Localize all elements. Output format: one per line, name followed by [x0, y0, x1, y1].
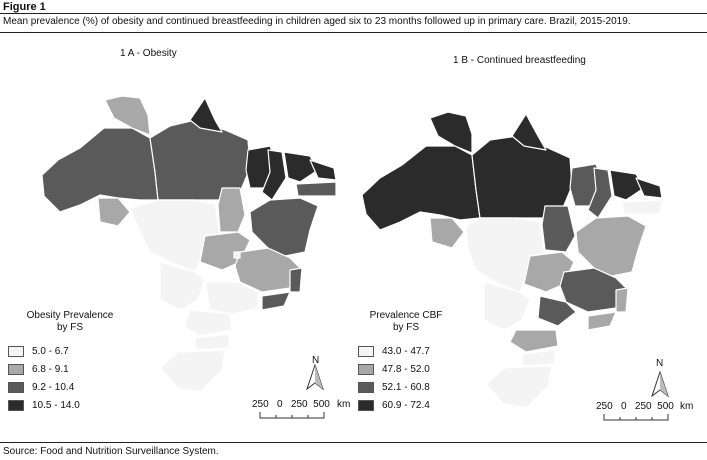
state-df — [233, 251, 241, 259]
state-santa-catarina — [521, 349, 557, 367]
state-rio-grande-do-sul — [159, 349, 226, 393]
state-bahia — [249, 197, 319, 257]
scale-bar-a — [259, 412, 325, 419]
caption-rule — [0, 32, 707, 33]
legend-label: 43.0 - 47.7 — [382, 346, 430, 357]
panel-a-legend: Obesity Prevalence by FS 5.0 - 6.7 6.8 -… — [8, 310, 132, 413]
state-espirito-santo — [289, 267, 303, 293]
state-pernambuco — [621, 199, 663, 215]
north-label: N — [656, 358, 664, 369]
state-amazonas — [361, 145, 481, 231]
state-mato-grosso-do-sul — [483, 281, 531, 331]
panel-b-legend: Prevalence CBF by FS 43.0 - 47.7 47.8 - … — [358, 310, 454, 413]
state-roraima — [429, 111, 473, 154]
state-amapa — [189, 97, 223, 133]
state-acre — [97, 197, 131, 227]
figure-source: Source: Food and Nutrition Surveillance … — [3, 446, 219, 457]
state-rio-grande-do-norte — [309, 159, 337, 181]
swatch — [8, 382, 24, 393]
state-sao-paulo — [204, 281, 259, 315]
state-pernambuco — [295, 181, 337, 197]
state-bahia — [575, 215, 647, 277]
legend-a-row: 9.2 - 10.4 — [8, 380, 132, 395]
legend-label: 9.2 - 10.4 — [32, 382, 75, 393]
legend-a-row: 5.0 - 6.7 — [8, 344, 132, 359]
legend-label: 6.8 - 9.1 — [32, 364, 69, 375]
legend-label: 60.9 - 72.4 — [382, 400, 430, 411]
legend-label: 10.5 - 14.0 — [32, 400, 80, 411]
swatch — [358, 364, 374, 375]
swatch — [358, 400, 374, 411]
legend-a-row: 10.5 - 14.0 — [8, 398, 132, 413]
scale-b-unit: km — [680, 401, 694, 412]
figure-caption: Mean prevalence (%) of obesity and conti… — [3, 16, 631, 27]
scale-a-ticks: 250 0 250 500 — [252, 399, 330, 410]
state-acre — [429, 217, 465, 249]
legend-b-row: 60.9 - 72.4 — [358, 398, 454, 413]
state-parana — [183, 309, 233, 337]
state-amapa — [511, 113, 547, 151]
legend-label: 47.8 - 52.0 — [382, 364, 430, 375]
scale-b-ticks: 250 0 250 500 — [596, 401, 674, 412]
state-rio-grande-do-norte — [635, 177, 663, 199]
north-arrow-icon — [651, 370, 669, 398]
state-roraima — [104, 95, 151, 136]
panel-a-title: 1 A - Obesity — [120, 48, 177, 59]
scale-a-unit: km — [337, 399, 351, 410]
panel-b-title: 1 B - Continued breastfeeding — [453, 55, 586, 66]
bottom-rule — [0, 442, 707, 443]
state-rio-grande-do-sul — [485, 365, 553, 409]
state-ceara — [609, 169, 645, 201]
legend-b-row: 52.1 - 60.8 — [358, 380, 454, 395]
legend-label: 5.0 - 6.7 — [32, 346, 69, 357]
state-tocantins — [541, 205, 576, 253]
state-parana — [509, 329, 559, 353]
state-rio-de-janeiro — [261, 291, 291, 311]
legend-a-title-1: Obesity Prevalence — [26, 310, 114, 321]
legend-a-row: 6.8 - 9.1 — [8, 362, 132, 377]
state-espirito-santo — [615, 287, 629, 313]
swatch — [358, 346, 374, 357]
swatch — [8, 364, 24, 375]
legend-b-row: 43.0 - 47.7 — [358, 344, 454, 359]
swatch — [8, 400, 24, 411]
north-label: N — [312, 355, 320, 366]
scale-bar-b — [603, 414, 669, 421]
legend-label: 52.1 - 60.8 — [382, 382, 430, 393]
legend-b-title-2: by FS — [392, 322, 420, 333]
swatch — [8, 346, 24, 357]
state-sao-paulo — [537, 295, 577, 327]
top-rule — [0, 13, 707, 14]
legend-b-title-1: Prevalence CBF — [369, 310, 443, 321]
figure-label: Figure 1 — [3, 1, 46, 13]
north-arrow-icon — [306, 363, 324, 391]
state-ceara — [283, 151, 319, 183]
state-santa-catarina — [194, 333, 231, 351]
swatch — [358, 382, 374, 393]
legend-a-title-2: by FS — [56, 322, 84, 333]
state-rio-de-janeiro — [587, 311, 617, 331]
state-mato-grosso-do-sul — [159, 261, 206, 311]
legend-b-row: 47.8 - 52.0 — [358, 362, 454, 377]
